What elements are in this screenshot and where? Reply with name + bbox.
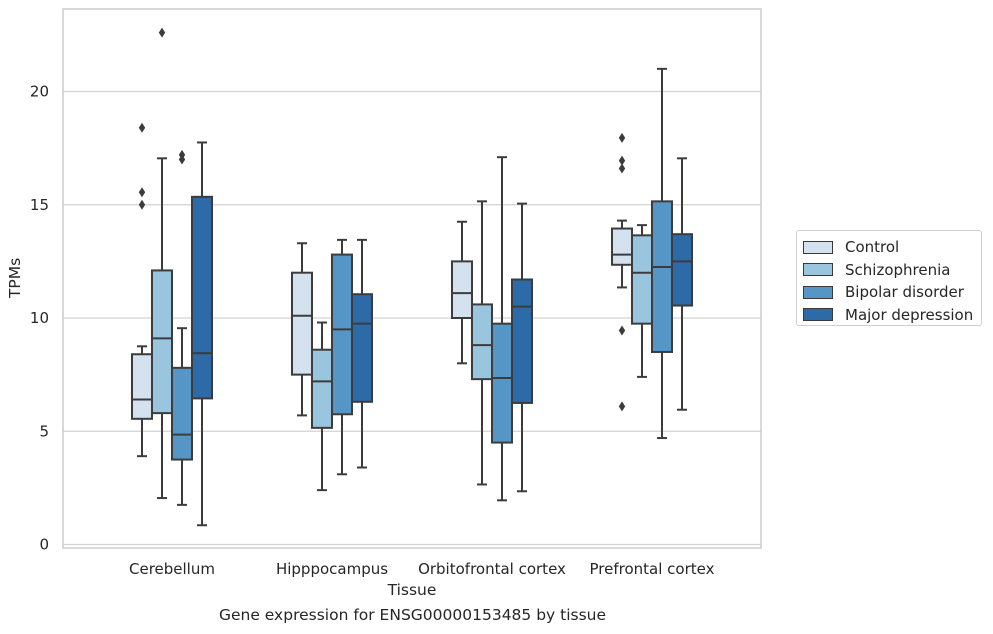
box-iqr: [671, 233, 693, 307]
box-iqr: [611, 227, 633, 266]
box: [311, 321, 333, 492]
x-tick-label: Orbitofrontal cortex: [418, 560, 566, 578]
box: [151, 27, 173, 500]
box-iqr: [191, 195, 213, 400]
box: [511, 202, 533, 493]
outlier-point: [618, 132, 626, 143]
marks-layer: [131, 27, 693, 527]
box: [651, 67, 673, 440]
outlier-point: [178, 149, 186, 160]
y-tick-label: 5: [39, 422, 49, 440]
legend-swatch: [803, 263, 833, 277]
y-tick-label: 10: [30, 309, 49, 327]
legend-item: Control: [803, 236, 981, 259]
legend-label: Major depression: [845, 305, 974, 324]
ticks-layer: 0 5 10 15 20 Cerebellum Hipppocampus Orbitofron…: [30, 83, 715, 579]
legend-swatch: [803, 308, 833, 322]
outlier-point: [138, 187, 146, 198]
box-iqr: [151, 269, 173, 415]
x-tick-label: Hipppocampus: [276, 560, 388, 578]
x-axis-label: Tissue: [387, 581, 437, 599]
box-iqr: [291, 271, 313, 376]
box-iqr: [131, 353, 153, 420]
box-iqr: [511, 278, 533, 404]
plot-frame: [62, 8, 762, 549]
outlier-point: [618, 155, 626, 166]
box: [631, 224, 653, 378]
box: [131, 122, 153, 458]
box: [171, 149, 193, 506]
series-schizophrenia: [151, 27, 653, 500]
box-iqr: [311, 348, 333, 429]
legend-swatch: [803, 285, 833, 299]
outlier-point: [618, 401, 626, 412]
box: [451, 220, 473, 365]
box: [611, 132, 633, 412]
y-tick-label: 20: [30, 83, 49, 101]
x-tick-label: Cerebellum: [129, 560, 215, 578]
box-iqr: [351, 293, 373, 403]
outlier-point: [618, 325, 626, 336]
legend: Control Schizophrenia Bipolar disorder Majo…: [796, 230, 982, 326]
box: [291, 242, 313, 417]
box-iqr: [471, 303, 493, 381]
y-tick-label: 0: [39, 536, 49, 554]
legend-item: Major depression: [803, 304, 981, 327]
box-iqr: [631, 234, 653, 325]
series-major-depression: [191, 141, 693, 527]
box: [491, 156, 513, 502]
legend-label: Schizophrenia: [845, 260, 951, 279]
outlier-point: [158, 27, 166, 38]
legend-label: Control: [845, 238, 900, 257]
x-tick-label: Prefrontal cortex: [590, 560, 715, 578]
figure-caption: Gene expression for ENSG00000153485 by t…: [218, 606, 607, 624]
y-axis-label: TPMs: [6, 258, 24, 299]
box: [331, 238, 353, 476]
box-iqr: [651, 200, 673, 353]
box: [351, 238, 373, 469]
box-iqr: [451, 260, 473, 319]
box: [671, 157, 693, 411]
series-bipolar-disorder: [171, 67, 673, 506]
legend-label: Bipolar disorder: [845, 283, 964, 302]
legend-item: Schizophrenia: [803, 259, 981, 282]
legend-item: Bipolar disorder: [803, 281, 981, 304]
box: [191, 141, 213, 527]
box-iqr: [331, 253, 353, 416]
box: [471, 200, 493, 486]
legend-swatch: [803, 240, 833, 254]
outlier-point: [138, 122, 146, 133]
box-iqr: [491, 322, 513, 444]
outlier-point: [138, 199, 146, 210]
box-iqr: [171, 366, 193, 461]
y-tick-label: 15: [30, 196, 49, 214]
outlier-point: [618, 163, 626, 174]
